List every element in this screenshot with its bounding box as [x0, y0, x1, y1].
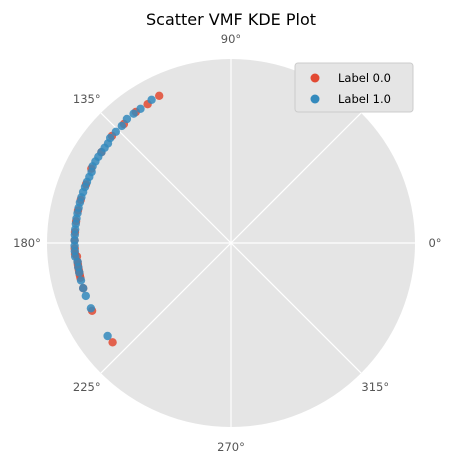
legend-marker-label-1: [310, 94, 320, 104]
angle-tick-label-135: 135°: [73, 92, 101, 106]
angle-tick-label-315: 315°: [361, 380, 389, 394]
grid-spoke-135: [100, 112, 232, 244]
angle-tick-label-225: 225°: [73, 380, 101, 394]
point-series-1-35: [81, 291, 91, 301]
angular-grid: [47, 59, 415, 427]
angle-tick-label-0: 0°: [428, 236, 441, 250]
point-series-1-3: [122, 114, 132, 124]
grid-spoke-225: [100, 242, 232, 374]
legend-entry-label-1: Label 1.0: [338, 92, 391, 106]
point-series-1-1: [136, 104, 145, 114]
point-series-0-0: [155, 91, 164, 101]
point-series-1-0: [147, 95, 156, 105]
angle-tick-label-270: 270°: [217, 440, 245, 454]
point-series-0-25: [108, 338, 117, 347]
angle-tick-label-90: 90°: [221, 32, 241, 46]
legend-entry-label-0: Label 0.0: [338, 71, 391, 85]
point-series-1-4: [117, 121, 127, 131]
point-series-1-32: [75, 268, 84, 277]
point-series-1-2: [129, 109, 138, 118]
point-series-1-33: [76, 276, 86, 285]
legend-frame: [294, 62, 414, 113]
grid-spoke-45: [230, 112, 362, 244]
point-series-1-34: [79, 284, 88, 293]
scatter-points: [70, 91, 164, 347]
legend: Label 0.0 Label 1.0: [294, 62, 414, 113]
angle-tick-label-180: 180°: [13, 236, 41, 250]
legend-marker-label-0: [310, 73, 320, 83]
chart-title: Scatter VMF KDE Plot: [146, 10, 316, 29]
point-series-1-36: [86, 304, 96, 313]
grid-spoke-315: [230, 242, 362, 374]
point-series-1-37: [103, 331, 112, 341]
point-series-1-5: [111, 127, 121, 136]
